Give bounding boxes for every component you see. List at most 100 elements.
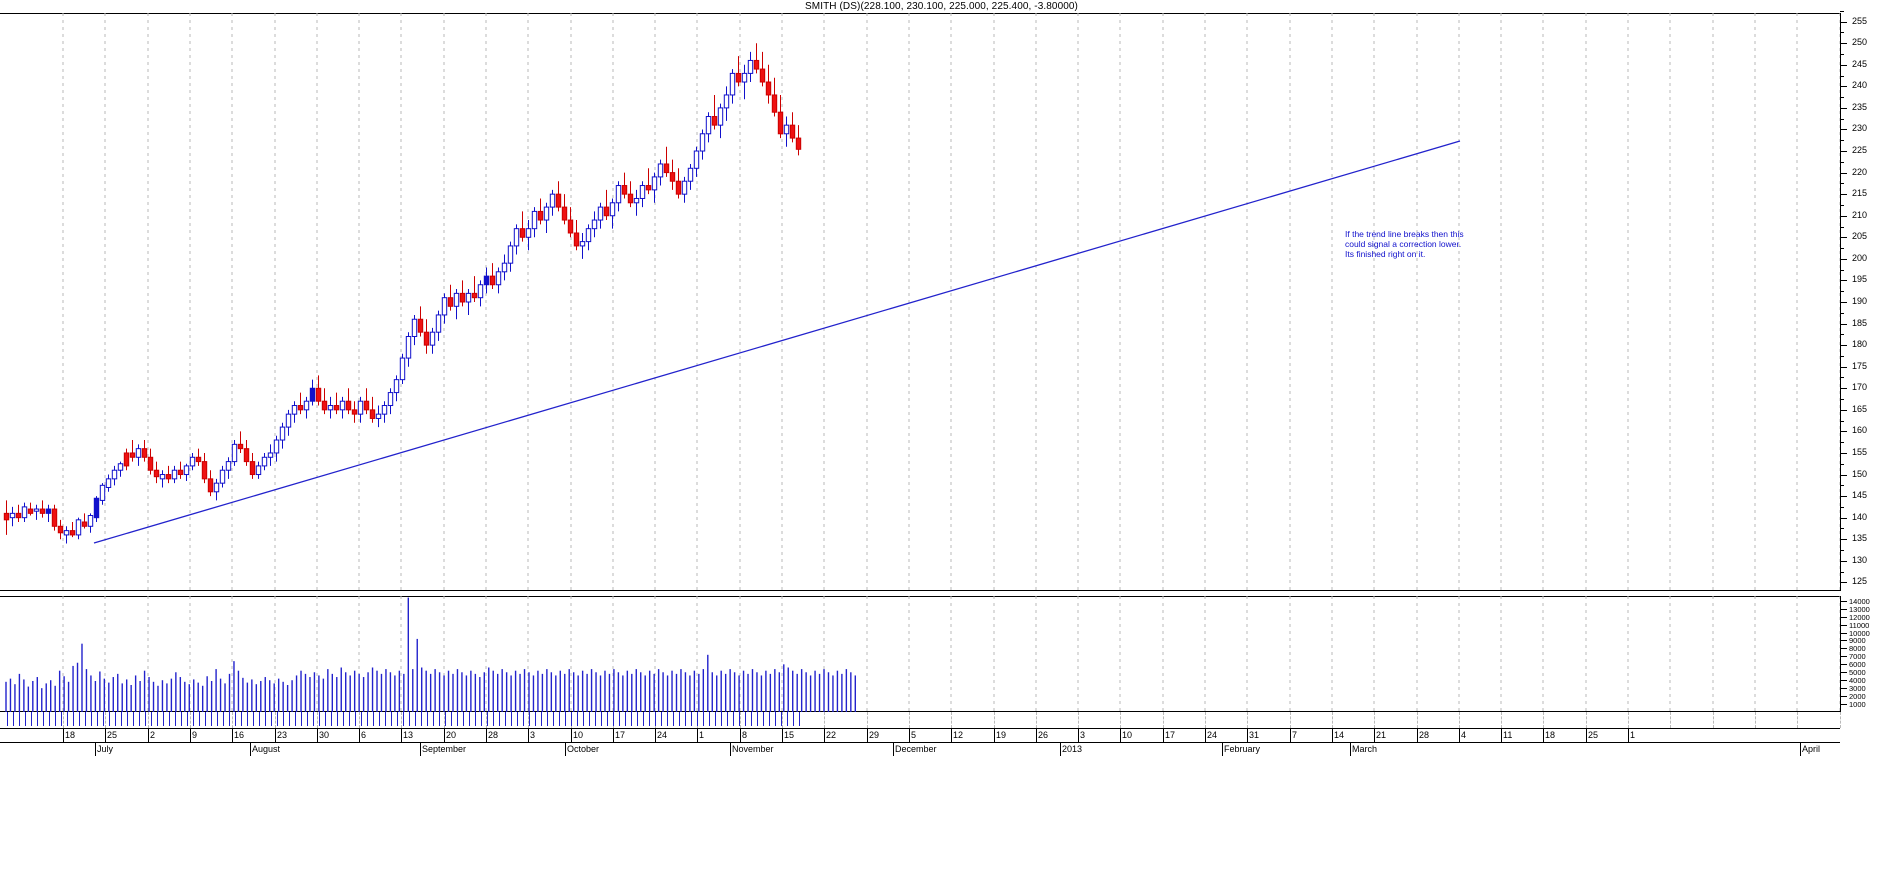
price-axis-label-205: 205 bbox=[1852, 231, 1868, 242]
candle-61 bbox=[369, 396, 376, 423]
day-separator-30 bbox=[1332, 728, 1333, 742]
day-separator-18 bbox=[824, 728, 825, 742]
candle-76 bbox=[459, 280, 466, 307]
candle-0 bbox=[3, 500, 10, 535]
candle-64 bbox=[387, 388, 394, 415]
volume-tick-8000 bbox=[1840, 648, 1847, 650]
day-tick-86 bbox=[522, 712, 524, 726]
volume-tick-6000 bbox=[1840, 664, 1847, 666]
day-tick-54 bbox=[330, 712, 332, 726]
candle-129 bbox=[777, 94, 784, 139]
month-separator-September bbox=[420, 742, 421, 756]
candle-30 bbox=[183, 463, 190, 482]
day-tick-31 bbox=[192, 712, 194, 726]
day-tick-27 bbox=[168, 712, 170, 726]
day-tick-124 bbox=[750, 712, 752, 726]
volume-axis[interactable]: 14000 13000 12000 11000 10000 9000 8000 7000 600… bbox=[1840, 596, 1883, 712]
day-tick-7 bbox=[48, 712, 50, 726]
day-tick-17 bbox=[108, 712, 110, 726]
time-grid-38 bbox=[1670, 712, 1671, 728]
price-tick-minor-140 bbox=[1840, 506, 1844, 508]
candle-10 bbox=[63, 526, 70, 544]
price-tick-240 bbox=[1840, 86, 1847, 88]
day-tick-96 bbox=[582, 712, 584, 726]
volume-axis-label-11000: 11000 bbox=[1849, 620, 1870, 630]
price-tick-minor-240 bbox=[1840, 75, 1844, 77]
candle-46 bbox=[279, 422, 286, 449]
time-grid-8 bbox=[401, 712, 402, 728]
price-tick-minor-220 bbox=[1840, 161, 1844, 163]
volume-pane[interactable] bbox=[0, 596, 1841, 712]
price-tick-minor-255 bbox=[1840, 10, 1844, 12]
candle-50 bbox=[303, 396, 310, 419]
price-axis[interactable]: 255 250 245 240 235 230 225 220 215 210 205 200 195 1… bbox=[1840, 10, 1883, 591]
day-label-28: 28 bbox=[488, 730, 499, 740]
day-separator-15 bbox=[697, 728, 698, 742]
time-grid-29 bbox=[1290, 712, 1291, 728]
candle-115 bbox=[693, 146, 700, 177]
day-label-25: 25 bbox=[1588, 730, 1599, 740]
candle-124 bbox=[747, 51, 754, 83]
day-tick-32 bbox=[198, 712, 200, 726]
day-tick-114 bbox=[690, 712, 692, 726]
candle-118 bbox=[711, 94, 718, 130]
price-pane[interactable]: If the trend line breaks then this could … bbox=[0, 13, 1841, 591]
day-tick-132 bbox=[798, 712, 800, 726]
day-tick-47 bbox=[288, 712, 290, 726]
candle-9 bbox=[57, 519, 64, 540]
day-tick-116 bbox=[702, 712, 704, 726]
candle-31 bbox=[189, 452, 196, 471]
price-tick-minor-205 bbox=[1840, 226, 1844, 228]
day-tick-76 bbox=[462, 712, 464, 726]
day-tick-52 bbox=[318, 712, 320, 726]
day-separator-23 bbox=[1036, 728, 1037, 742]
volume-axis-label-8000: 8000 bbox=[1849, 644, 1866, 654]
day-tick-82 bbox=[498, 712, 500, 726]
price-axis-label-220: 220 bbox=[1852, 166, 1868, 177]
day-tick-120 bbox=[726, 712, 728, 726]
price-tick-minor-130 bbox=[1840, 550, 1844, 552]
day-separator-10 bbox=[486, 728, 487, 742]
candle-24 bbox=[147, 448, 154, 475]
price-axis-label-250: 250 bbox=[1852, 37, 1868, 48]
day-tick-74 bbox=[450, 712, 452, 726]
time-axis[interactable]: 18 25 2 9 16 23 30 6 13 20 28 3 10 17 24 1 8 15 22 29 5 12 19 2… bbox=[0, 712, 1883, 885]
candle-73 bbox=[441, 293, 448, 324]
day-tick-53 bbox=[324, 712, 326, 726]
day-tick-11 bbox=[72, 712, 74, 726]
time-grid-0 bbox=[63, 712, 64, 728]
day-label-3: 3 bbox=[530, 730, 536, 740]
candle-111 bbox=[669, 159, 676, 190]
day-separator-32 bbox=[1417, 728, 1418, 742]
day-label-29: 29 bbox=[869, 730, 880, 740]
candle-57 bbox=[345, 388, 352, 415]
day-label-18: 18 bbox=[65, 730, 76, 740]
price-tick-145 bbox=[1840, 496, 1847, 498]
annotation-line-1: If the trend line breaks then this bbox=[1345, 229, 1464, 239]
day-tick-60 bbox=[366, 712, 368, 726]
time-grid-3 bbox=[190, 712, 191, 728]
day-tick-39 bbox=[240, 712, 242, 726]
day-separator-33 bbox=[1459, 728, 1460, 742]
day-tick-81 bbox=[492, 712, 494, 726]
candle-39 bbox=[237, 431, 244, 453]
candle-127 bbox=[765, 64, 772, 104]
time-grid-20 bbox=[909, 712, 910, 728]
day-tick-106 bbox=[642, 712, 644, 726]
time-grid-23 bbox=[1036, 712, 1037, 728]
chart-title: SMITH (DS)(228.100, 230.100, 225.000, 22… bbox=[805, 1, 1078, 12]
month-label-October: October bbox=[567, 744, 600, 754]
price-axis-label-155: 155 bbox=[1852, 446, 1868, 457]
day-label-16: 16 bbox=[234, 730, 245, 740]
candle-18 bbox=[111, 465, 118, 486]
day-tick-0 bbox=[6, 712, 8, 726]
candle-128 bbox=[771, 77, 778, 117]
day-label-19: 19 bbox=[996, 730, 1007, 740]
candle-100 bbox=[603, 189, 610, 221]
candle-38 bbox=[231, 440, 238, 466]
candle-88 bbox=[531, 207, 538, 238]
day-tick-87 bbox=[528, 712, 530, 726]
day-label-12: 12 bbox=[953, 730, 964, 740]
day-tick-119 bbox=[720, 712, 722, 726]
price-tick-185 bbox=[1840, 323, 1847, 325]
